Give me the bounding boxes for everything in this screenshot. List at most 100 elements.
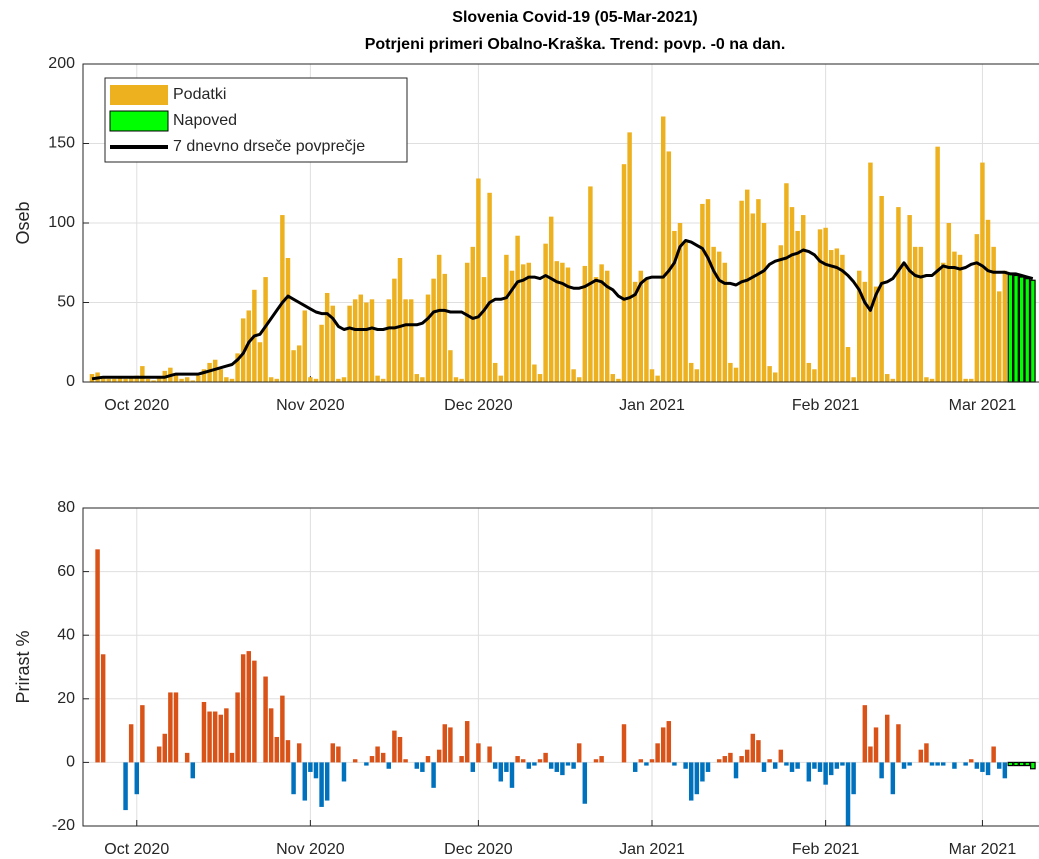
bar xyxy=(537,374,543,382)
bar xyxy=(156,377,162,382)
bar xyxy=(638,759,644,763)
bar xyxy=(599,264,604,382)
bar xyxy=(504,762,509,772)
x-tick-label: Mar 2021 xyxy=(949,841,1017,858)
bar xyxy=(901,262,907,382)
bar xyxy=(134,762,140,795)
bar xyxy=(560,762,565,776)
bar xyxy=(190,762,196,779)
bar xyxy=(632,281,638,382)
bar xyxy=(201,369,207,382)
bar xyxy=(173,374,179,382)
bar xyxy=(940,262,946,382)
bar xyxy=(1018,761,1025,767)
bar xyxy=(140,705,145,763)
bar xyxy=(890,378,896,382)
bar xyxy=(576,377,582,382)
bar xyxy=(151,380,156,382)
x-tick-label: Dec 2020 xyxy=(444,397,513,414)
bar xyxy=(778,749,784,763)
bar xyxy=(806,362,812,382)
bar xyxy=(924,743,929,763)
bar xyxy=(296,743,302,763)
bar xyxy=(593,277,599,382)
bar xyxy=(879,195,884,382)
bar xyxy=(694,762,700,795)
bar xyxy=(229,378,235,382)
bar xyxy=(526,762,532,769)
y-tick-label: 150 xyxy=(48,135,75,152)
bar xyxy=(224,377,229,382)
bar xyxy=(442,724,448,763)
bar xyxy=(341,377,347,382)
bar xyxy=(571,369,576,382)
bar xyxy=(280,695,285,763)
bar xyxy=(739,756,744,763)
y-tick-label: 50 xyxy=(57,294,75,311)
bar xyxy=(924,377,929,382)
bar xyxy=(996,762,1002,769)
bar xyxy=(896,207,901,382)
bar xyxy=(767,366,772,382)
bar xyxy=(817,229,823,382)
bar xyxy=(106,378,112,382)
bar xyxy=(694,369,700,382)
bar xyxy=(140,366,145,382)
bar xyxy=(722,262,728,382)
bar xyxy=(980,762,985,772)
bar xyxy=(100,654,106,763)
bar xyxy=(935,146,940,382)
moving-average-line xyxy=(91,239,1034,381)
bar xyxy=(526,262,532,382)
bar xyxy=(128,377,134,382)
bar xyxy=(616,378,621,382)
bar xyxy=(319,762,324,807)
bar xyxy=(834,762,840,769)
bar xyxy=(554,762,560,772)
bar xyxy=(302,762,308,801)
x-tick-label: Nov 2020 xyxy=(276,397,345,414)
bar xyxy=(218,369,224,382)
bar xyxy=(425,756,431,763)
bar xyxy=(212,359,218,382)
bar xyxy=(996,291,1002,382)
bar xyxy=(728,362,733,382)
bar xyxy=(599,756,604,763)
bar xyxy=(291,350,296,382)
bar xyxy=(313,762,319,779)
bar xyxy=(184,377,190,382)
bar xyxy=(392,730,397,763)
bar xyxy=(420,762,425,772)
bar xyxy=(442,273,448,382)
bar xyxy=(476,178,481,382)
bar xyxy=(291,762,296,795)
bar xyxy=(296,345,302,382)
bar xyxy=(509,762,515,788)
bar xyxy=(263,277,268,382)
bar xyxy=(280,215,285,382)
bar xyxy=(845,347,851,382)
bar xyxy=(459,378,464,382)
bar xyxy=(817,762,823,772)
bar xyxy=(123,378,128,382)
bar xyxy=(196,375,201,382)
bar xyxy=(660,116,666,382)
bar xyxy=(364,762,369,766)
bar xyxy=(884,374,890,382)
bar xyxy=(386,762,392,769)
bar xyxy=(784,183,789,382)
bar xyxy=(100,377,106,382)
bar xyxy=(672,762,677,766)
bar xyxy=(308,762,313,772)
plot-area xyxy=(83,508,1039,826)
bar xyxy=(638,270,644,382)
legend-label: 7 dnevno drseče povprečje xyxy=(173,138,365,155)
bar xyxy=(313,378,319,382)
bar xyxy=(621,164,627,382)
bar xyxy=(722,756,728,763)
bar xyxy=(392,278,397,382)
bar xyxy=(470,246,476,382)
bar xyxy=(968,759,974,763)
bar xyxy=(778,245,784,382)
bar xyxy=(963,762,968,766)
